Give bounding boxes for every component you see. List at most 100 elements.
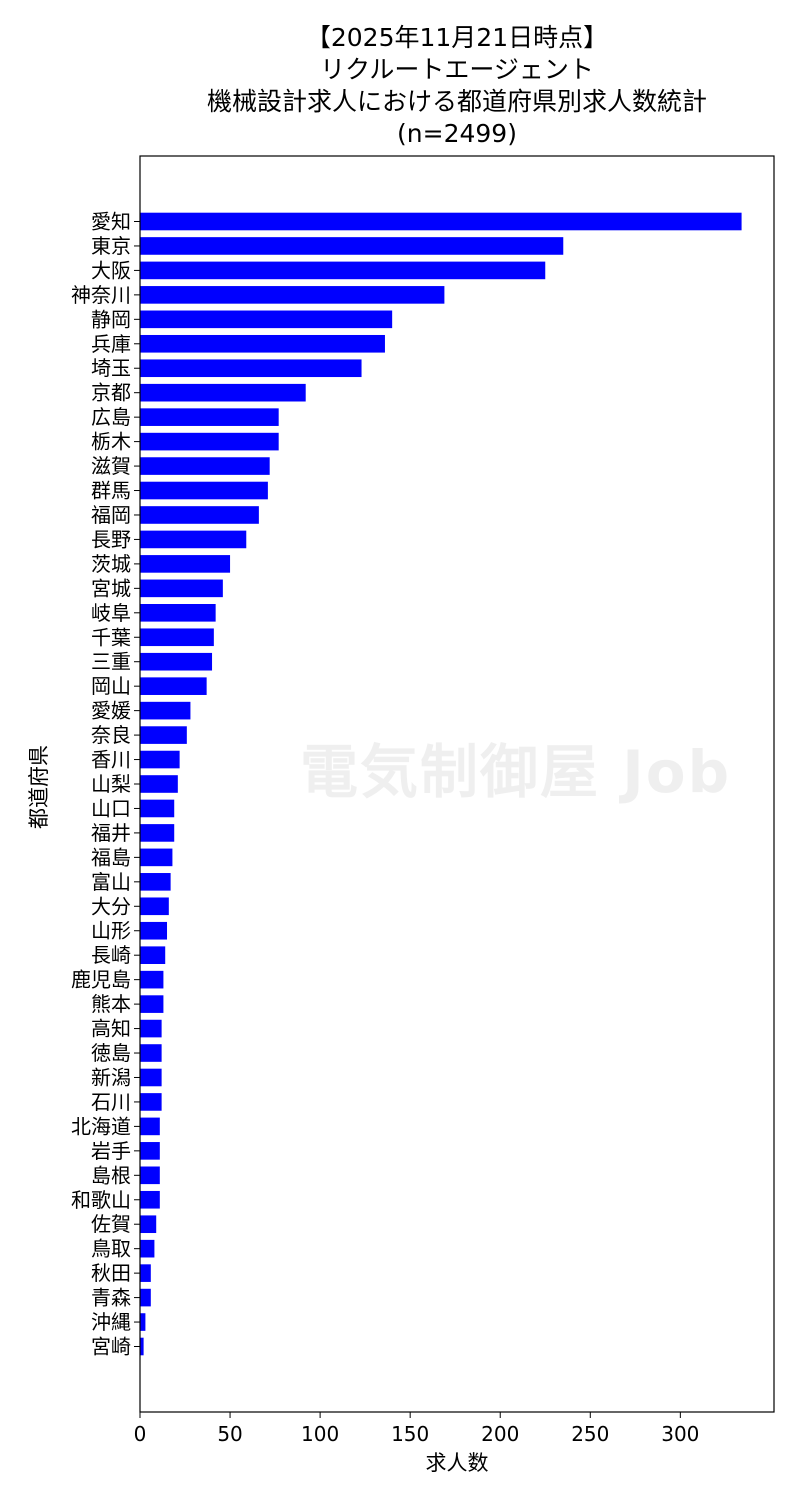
x-tick-label: 300 xyxy=(661,1422,699,1446)
y-tick-label: 福島 xyxy=(91,845,131,869)
bar xyxy=(140,921,168,940)
bar xyxy=(140,652,213,671)
bar xyxy=(140,261,546,280)
bar xyxy=(140,1044,162,1062)
y-tick-label: 富山 xyxy=(91,870,131,894)
x-tick-label: 250 xyxy=(571,1422,609,1446)
y-tick-label: 山口 xyxy=(91,796,131,820)
y-tick-label: 北海道 xyxy=(71,1114,131,1138)
bar xyxy=(140,873,171,891)
title-line-sample-size: (n=2499) xyxy=(397,119,517,148)
bar xyxy=(140,750,180,769)
bar xyxy=(140,897,169,916)
bar xyxy=(140,799,175,818)
y-tick-label: 岡山 xyxy=(91,674,131,698)
y-tick-label: 愛媛 xyxy=(91,699,131,723)
bar xyxy=(140,530,247,549)
y-tick-label: 栃木 xyxy=(91,430,131,454)
y-tick-label: 島根 xyxy=(91,1163,131,1187)
title-line-date: 【2025年11月21日時点】 xyxy=(305,23,609,52)
y-tick-label: 茨城 xyxy=(91,552,131,576)
bar xyxy=(140,1166,160,1185)
bar xyxy=(140,1288,151,1307)
bar xyxy=(140,1093,162,1111)
y-tick-label: 福岡 xyxy=(91,503,131,527)
bar xyxy=(140,481,268,500)
bar xyxy=(140,946,166,964)
bar xyxy=(140,604,216,622)
y-tick-label: 愛知 xyxy=(91,210,131,234)
bar xyxy=(140,775,178,793)
y-tick-label: 大阪 xyxy=(91,258,131,282)
y-tick-label: 香川 xyxy=(91,748,131,772)
y-tick-label: 静岡 xyxy=(91,307,131,331)
y-tick-label: 兵庫 xyxy=(91,332,131,356)
plot-frame xyxy=(139,155,775,1413)
x-tick-label: 50 xyxy=(217,1422,242,1446)
bar xyxy=(140,1142,160,1160)
bar xyxy=(140,1313,146,1331)
y-tick-label: 長野 xyxy=(91,527,131,551)
bar xyxy=(140,848,173,867)
bar xyxy=(140,970,164,989)
y-tick-label: 大分 xyxy=(91,894,131,918)
y-tick-label: 和歌山 xyxy=(71,1188,131,1212)
y-tick-label: 神奈川 xyxy=(71,283,131,307)
y-tick-label: 沖縄 xyxy=(91,1310,131,1334)
bar xyxy=(140,1337,144,1356)
bar xyxy=(140,286,445,304)
bar xyxy=(140,1264,151,1282)
bar xyxy=(140,677,207,695)
bar xyxy=(140,824,175,842)
y-tick-label: 岐阜 xyxy=(91,601,131,625)
y-tick-label: 埼玉 xyxy=(91,356,131,380)
y-tick-label: 佐賀 xyxy=(91,1212,131,1236)
y-tick-label: 青森 xyxy=(91,1286,131,1310)
bar xyxy=(140,555,231,573)
bar xyxy=(140,383,306,402)
y-tick-label: 滋賀 xyxy=(91,454,131,478)
y-tick-label: 石川 xyxy=(91,1090,131,1114)
y-tick-label: 三重 xyxy=(91,650,131,674)
y-tick-label: 千葉 xyxy=(91,625,131,649)
y-tick-label: 徳島 xyxy=(91,1041,131,1065)
bar xyxy=(140,1190,160,1209)
y-tick-label: 長崎 xyxy=(91,943,131,967)
y-tick-label: 広島 xyxy=(91,405,131,429)
x-tick-label: 0 xyxy=(134,1422,147,1446)
y-tick-label: 京都 xyxy=(91,381,131,405)
bar xyxy=(140,334,385,353)
bar xyxy=(140,726,187,744)
bar xyxy=(140,1215,157,1234)
bar xyxy=(140,359,362,378)
x-axis-label: 求人数 xyxy=(426,1451,489,1475)
y-tick-label: 宮崎 xyxy=(91,1335,131,1359)
x-tick-label: 200 xyxy=(481,1422,519,1446)
x-tick-label: 150 xyxy=(391,1422,429,1446)
y-tick-label: 鹿児島 xyxy=(71,968,131,992)
bar xyxy=(140,1117,160,1136)
bar xyxy=(140,212,742,231)
y-tick-label: 高知 xyxy=(91,1017,131,1041)
y-tick-label: 秋田 xyxy=(91,1261,131,1285)
bar xyxy=(140,579,223,598)
bar xyxy=(140,995,164,1013)
x-tick-label: 100 xyxy=(301,1422,339,1446)
y-tick-label: 群馬 xyxy=(91,479,131,503)
y-axis-label: 都道府県 xyxy=(27,745,51,829)
bar xyxy=(140,310,393,329)
bar xyxy=(140,1019,162,1038)
y-tick-label: 宮城 xyxy=(91,576,131,600)
bar xyxy=(140,1068,162,1087)
bar xyxy=(140,1239,155,1258)
bar xyxy=(140,237,564,255)
title-line-source: リクルートエージェント xyxy=(320,55,594,84)
y-tick-label: 鳥取 xyxy=(91,1237,131,1261)
title-line-subject: 機械設計求人における都道府県別求人数統計 xyxy=(206,87,707,116)
y-tick-label: 山梨 xyxy=(91,772,131,796)
y-tick-label: 山形 xyxy=(91,919,131,943)
y-tick-label: 熊本 xyxy=(91,992,131,1016)
y-tick-label: 奈良 xyxy=(91,723,131,747)
bar xyxy=(140,506,259,524)
